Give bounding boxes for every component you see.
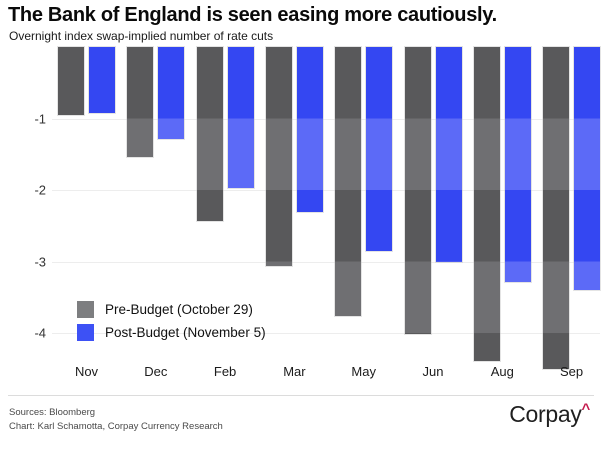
legend-label-pre-budget: Pre-Budget (October 29) bbox=[105, 302, 253, 317]
x-tick-label-dec: Dec bbox=[144, 364, 168, 379]
bar-pre-budget-may bbox=[335, 47, 362, 316]
credit-line: Chart: Karl Schamotta, Corpay Currency R… bbox=[9, 421, 223, 432]
bar-post-budget-feb bbox=[227, 47, 254, 188]
gridline--3 bbox=[52, 261, 600, 263]
y-tick-label--2: -2 bbox=[34, 182, 46, 198]
bar-post-budget-jun bbox=[435, 47, 462, 262]
bar-pre-budget-dec bbox=[127, 47, 154, 158]
legend-swatch-pre-budget bbox=[77, 301, 94, 318]
x-tick-label-jun: Jun bbox=[422, 364, 444, 379]
corpay-logo: Corpay^ bbox=[509, 401, 590, 428]
x-tick-label-sep: Sep bbox=[560, 364, 584, 379]
bar-post-budget-mar bbox=[296, 47, 323, 213]
bar-post-budget-may bbox=[366, 47, 393, 252]
logo-caret-icon: ^ bbox=[581, 400, 591, 418]
bar-pre-budget-jun bbox=[404, 47, 431, 334]
legend-swatch-post-budget bbox=[77, 324, 94, 341]
bar-pre-budget-nov bbox=[58, 47, 84, 115]
bar-pre-budget-aug bbox=[473, 47, 500, 361]
sources-line: Sources: Bloomberg bbox=[9, 407, 96, 418]
bar-pre-budget-sep bbox=[543, 47, 570, 369]
legend-item-pre-budget: Pre-Budget (October 29) bbox=[77, 301, 266, 318]
x-tick-label-aug: Aug bbox=[490, 364, 514, 379]
bar-post-budget-dec bbox=[158, 47, 185, 139]
legend-item-post-budget: Post-Budget (November 5) bbox=[77, 324, 266, 341]
page-subtitle: Overnight index swap-implied number of r… bbox=[9, 29, 274, 43]
x-tick-label-nov: Nov bbox=[74, 364, 99, 379]
legend-label-post-budget: Post-Budget (November 5) bbox=[105, 325, 266, 340]
x-tick-label-may: May bbox=[351, 364, 376, 379]
gridline--4 bbox=[52, 333, 600, 334]
footer-divider bbox=[8, 395, 594, 396]
bar-pre-budget-mar bbox=[265, 47, 292, 266]
bar-post-budget-nov bbox=[89, 47, 115, 114]
y-tick-label--3: -3 bbox=[34, 254, 46, 269]
page-title: The Bank of England is seen easing more … bbox=[8, 4, 497, 26]
x-tick-label-feb: Feb bbox=[213, 364, 237, 379]
gridline--1 bbox=[52, 118, 600, 120]
bar-post-budget-sep bbox=[574, 47, 601, 291]
bar-post-budget-aug bbox=[504, 47, 531, 282]
x-tick-label-mar: Mar bbox=[283, 364, 306, 379]
legend: Pre-Budget (October 29) Post-Budget (Nov… bbox=[77, 301, 266, 347]
logo-text: Corpay bbox=[509, 401, 582, 427]
y-tick-label--1: -1 bbox=[34, 111, 46, 126]
bar-pre-budget-feb bbox=[196, 47, 223, 221]
y-tick-label--4: -4 bbox=[34, 325, 46, 341]
gridline--2 bbox=[52, 190, 600, 191]
